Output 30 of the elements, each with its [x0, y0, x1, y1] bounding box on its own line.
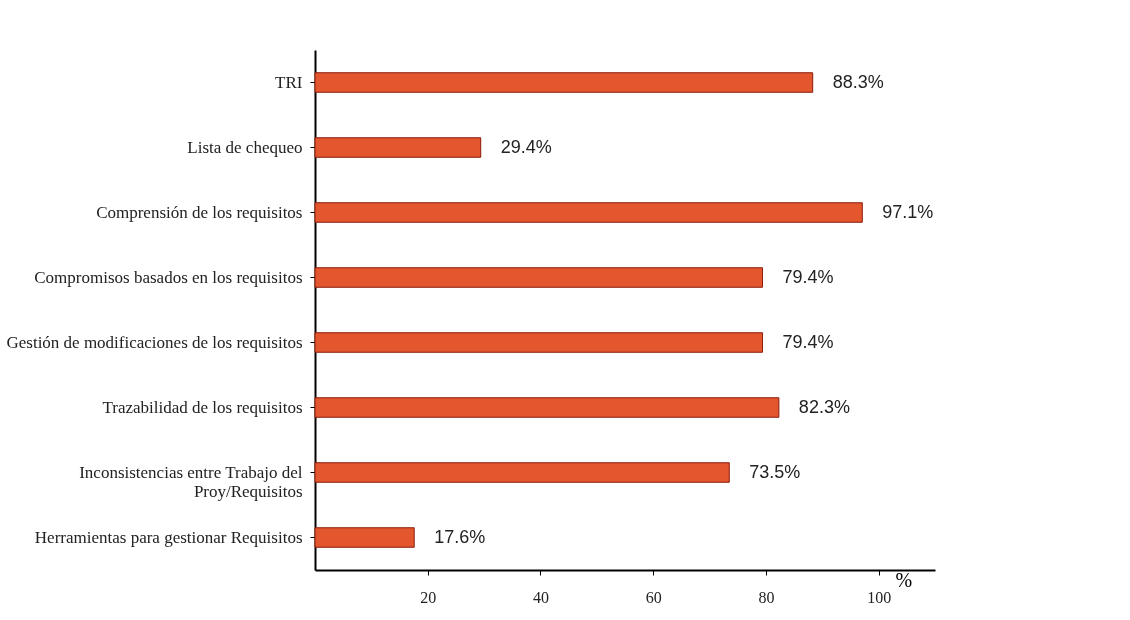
- y-tick-label: TRI: [275, 72, 303, 92]
- y-tick-label: Inconsistencias entre Trabajo del Proy/Requisitos: [79, 462, 303, 501]
- data-label: 88.3%: [832, 71, 884, 92]
- y-tick-label: Trazabilidad de los requisitos: [102, 397, 303, 417]
- bar: [314, 332, 764, 353]
- bar: [314, 267, 764, 288]
- x-tick-label: 80: [758, 588, 775, 606]
- y-tick-label: Compromisos basados en los requisitos: [34, 267, 303, 287]
- y-tick-label: Gestión de modificaciones de los requisitos: [6, 332, 303, 352]
- bar: [314, 397, 780, 418]
- x-tick-label: 20: [420, 588, 437, 606]
- data-label: 79.4%: [782, 266, 834, 287]
- y-tick-label: Comprensión de los requisitos: [96, 202, 303, 222]
- data-label: 97.1%: [882, 201, 934, 222]
- data-label: 17.6%: [434, 526, 486, 547]
- bar: [314, 202, 863, 223]
- data-label: 82.3%: [798, 396, 850, 417]
- y-tick-label: Herramientas para gestionar Requisitos: [34, 527, 303, 547]
- y-tick-label: Lista de chequeo: [187, 137, 303, 157]
- x-tick-label: 100: [867, 588, 892, 606]
- bar: [314, 137, 482, 158]
- x-axis-title: %: [895, 568, 913, 591]
- data-label: 73.5%: [749, 461, 801, 482]
- bar: [314, 527, 415, 548]
- data-label: 29.4%: [500, 136, 552, 157]
- bar: [314, 462, 730, 483]
- x-tick-label: 40: [532, 588, 549, 606]
- data-label: 79.4%: [782, 331, 834, 352]
- bar: [314, 72, 814, 93]
- x-tick-label: 60: [645, 588, 662, 606]
